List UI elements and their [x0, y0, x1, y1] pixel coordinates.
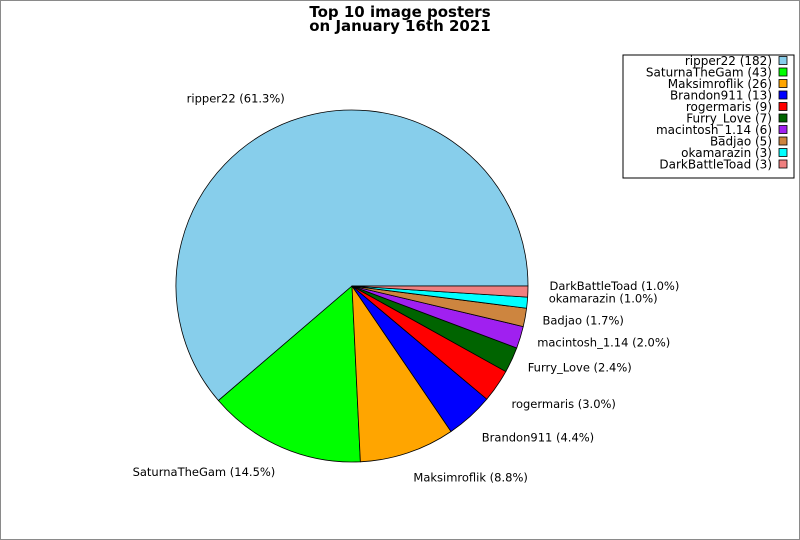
pie-slices	[175, 109, 529, 463]
slice-label-darkbattletoad: DarkBattleToad (1.0%)	[550, 279, 680, 293]
slice-labels: ripper22 (61.3%) SaturnaTheGam (14.5%) Mak…	[133, 91, 680, 484]
legend-entry-ripper22: ripper22 (182)	[685, 54, 772, 68]
slice-label-ripper22: ripper22 (61.3%)	[187, 91, 285, 105]
slice-label-okamarazin: okamarazin (1.0%)	[549, 291, 658, 305]
legend-entry-darkbattletoad: DarkBattleToad (3)	[659, 158, 772, 172]
legend-box	[622, 54, 795, 179]
legend-entry-macintosh-1-14: macintosh_1.14 (6)	[656, 123, 772, 137]
legend: ripper22 (182)SaturnaTheGam (43)Maksimro…	[622, 54, 795, 179]
legend-entry-rogermaris: rogermaris (9)	[686, 100, 772, 114]
slice-label-macintosh-1-14: macintosh_1.14 (2.0%)	[537, 336, 670, 350]
legend-entry-okamarazin: okamarazin (3)	[681, 146, 772, 160]
slice-label-saturnathegam: SaturnaTheGam (14.5%)	[133, 465, 276, 479]
legend-swatch-darkbattletoad	[778, 159, 788, 169]
legend-swatch-saturnathegam	[778, 67, 788, 77]
slice-label-maksimroflik: Maksimroflik (8.8%)	[413, 471, 527, 485]
chart-title-line-2: on January 16th 2021	[309, 17, 490, 35]
legend-swatch-macintosh-1-14	[778, 125, 788, 134]
legend-entry-saturnathegam: SaturnaTheGam (43)	[646, 66, 772, 80]
pie-slice-ripper22	[175, 109, 529, 401]
legend-swatch-furry-love	[778, 113, 788, 123]
chart-title-line-1: Top 10 image posters	[309, 3, 490, 21]
legend-entry-furry-love: Furry_Love (7)	[686, 112, 772, 126]
pie-slice-maksimroflik	[351, 285, 452, 463]
legend-swatch-badjao	[778, 136, 788, 146]
slice-label-rogermaris: rogermaris (3.0%)	[512, 397, 616, 411]
slice-label-badjao: Badjao (1.7%)	[543, 314, 624, 328]
legend-swatch-rogermaris	[778, 102, 788, 111]
legend-entry-brandon911: Brandon911 (13)	[670, 89, 772, 103]
slice-label-brandon911: Brandon911 (4.4%)	[482, 431, 594, 445]
pie-slice-darkbattletoad	[351, 285, 529, 298]
legend-entry-badjao: Badjao (5)	[710, 135, 772, 149]
legend-entry-maksimroflik: Maksimroflik (26)	[668, 77, 772, 91]
pie-slice-saturnathegam	[217, 285, 361, 463]
chart-title: Top 10 image posters on January 16th 202…	[309, 3, 490, 35]
legend-swatch-okamarazin	[778, 148, 788, 157]
slice-label-furry-love: Furry_Love (2.4%)	[528, 360, 632, 374]
legend-swatch-ripper22	[778, 56, 788, 65]
legend-swatch-brandon911	[778, 90, 788, 100]
legend-swatch-maksimroflik	[778, 79, 788, 88]
